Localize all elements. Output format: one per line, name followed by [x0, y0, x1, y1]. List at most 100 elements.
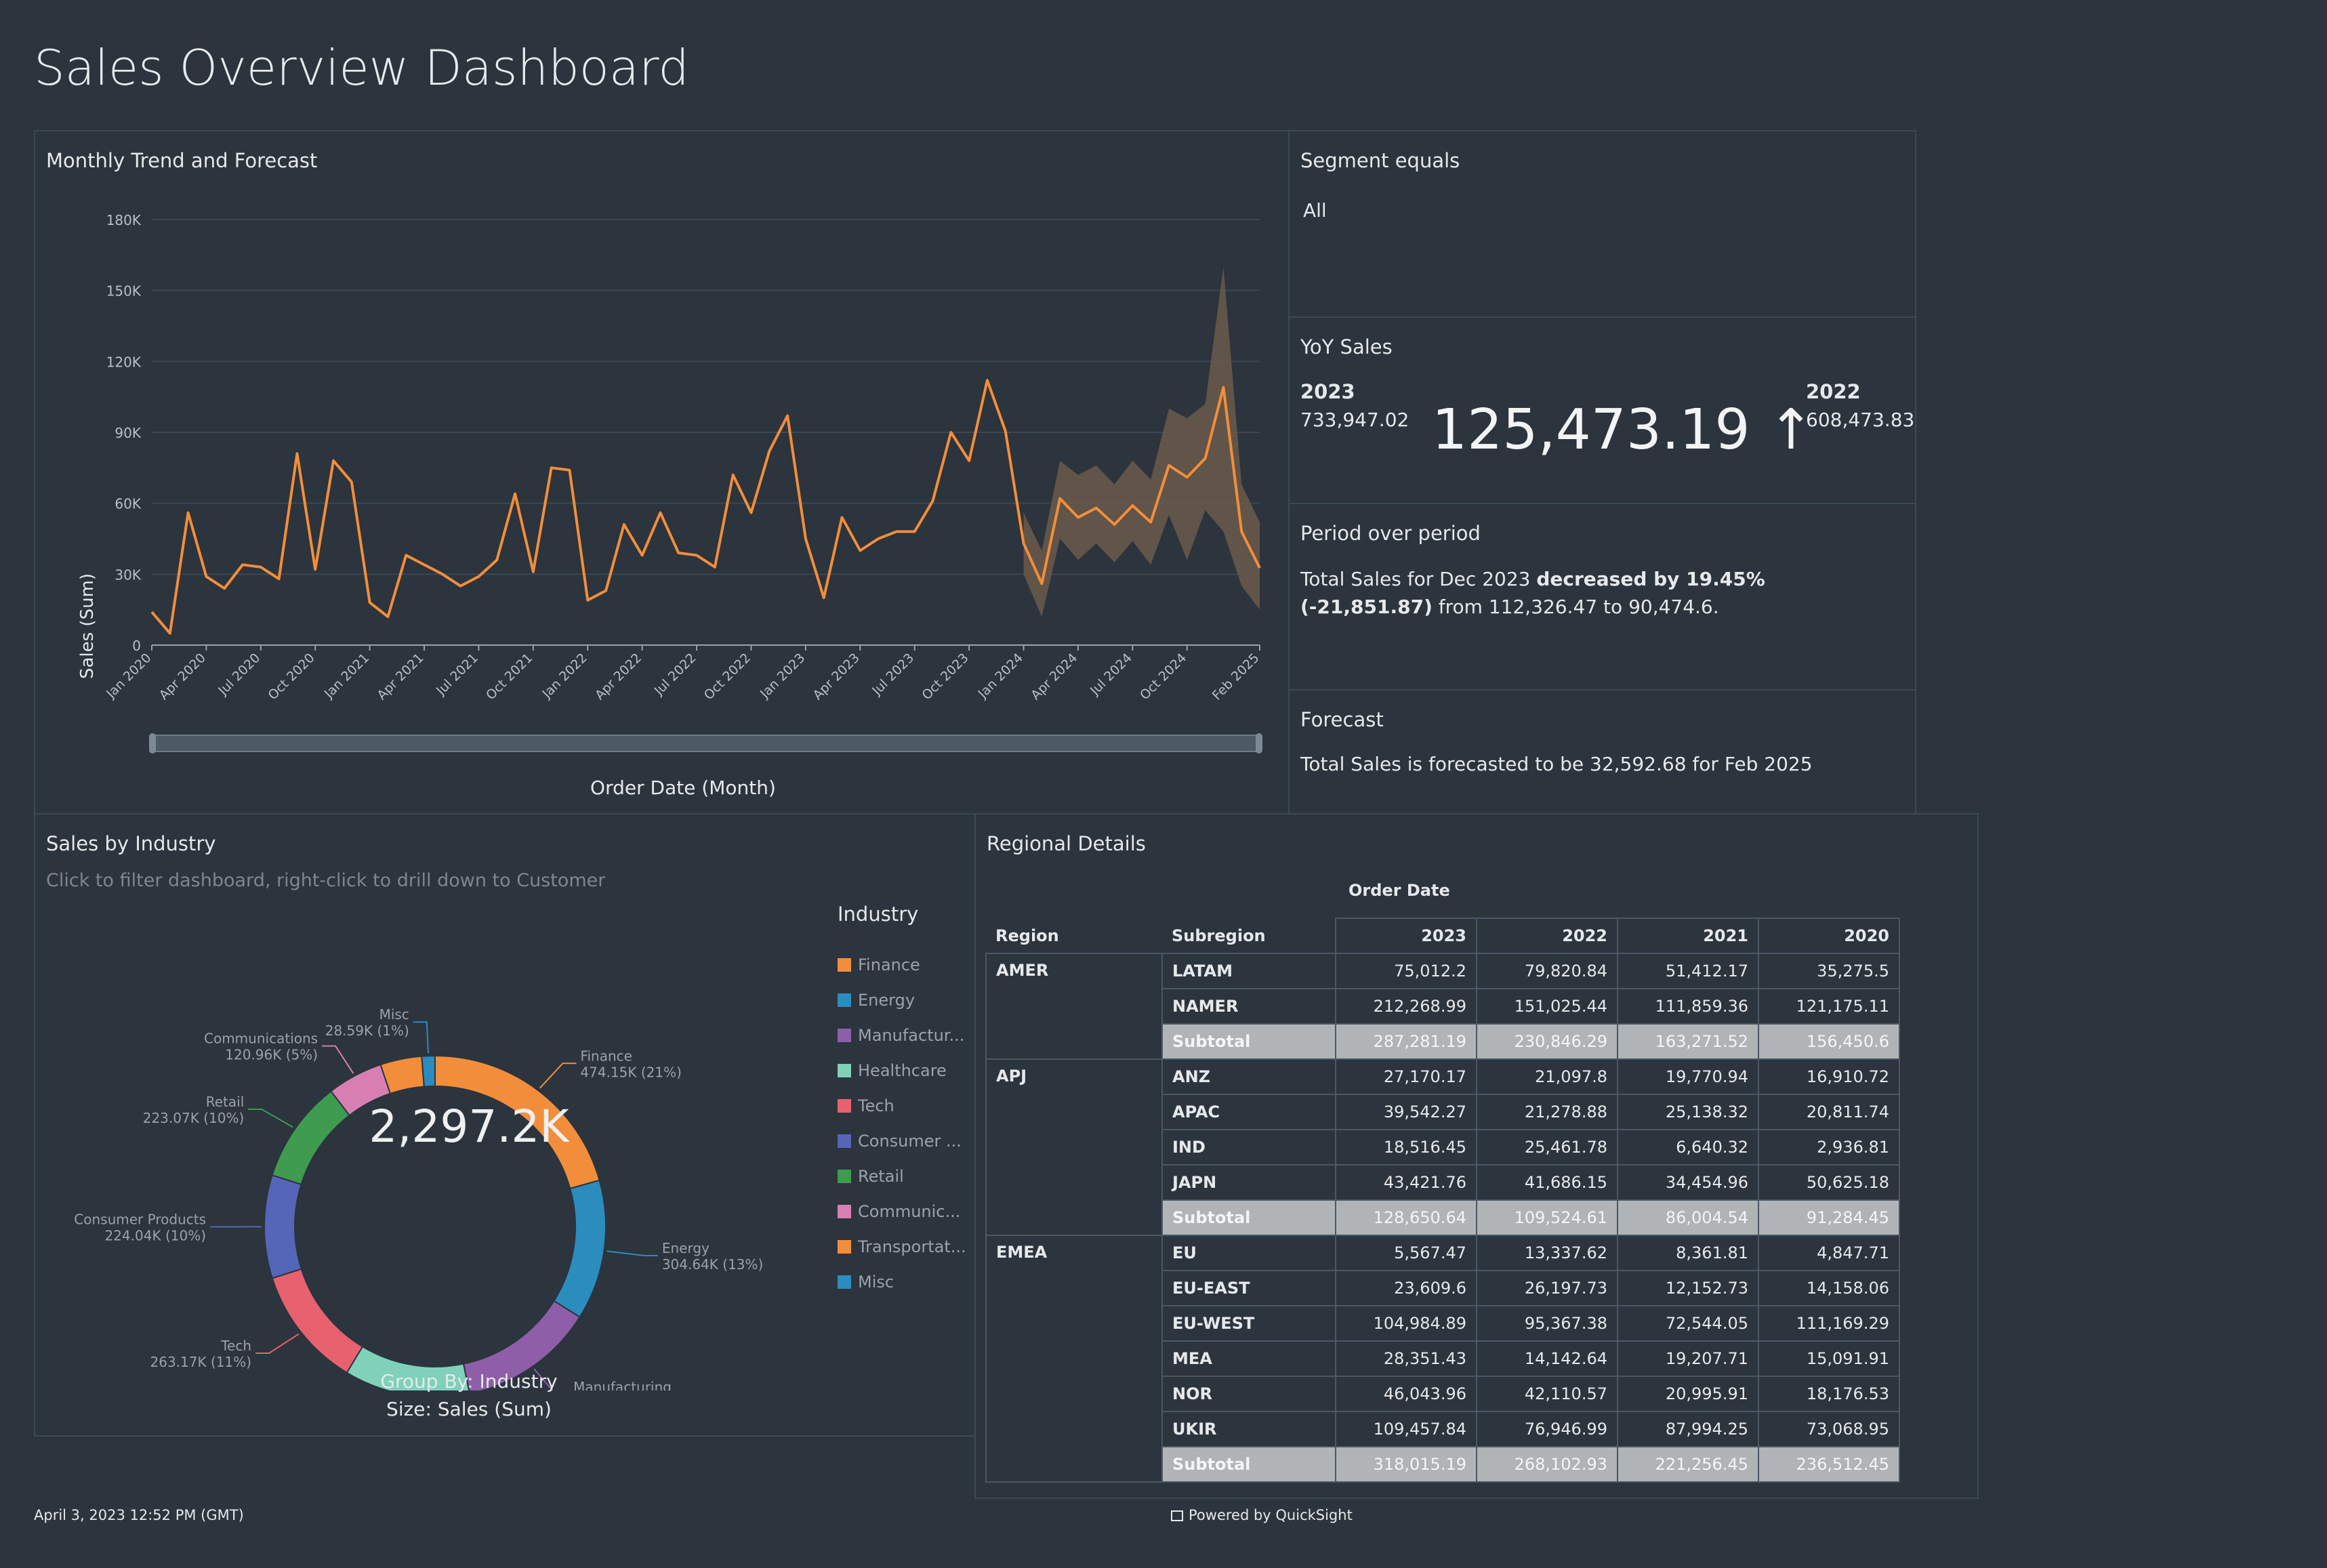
value-cell: 156,450.6: [1758, 1023, 1900, 1060]
value-cell: 20,811.74: [1758, 1094, 1900, 1130]
subregion-cell: JAPN: [1161, 1164, 1336, 1201]
col-year-2020[interactable]: 2020: [1758, 917, 1900, 954]
subregion-cell: Subtotal: [1161, 1199, 1336, 1236]
legend-label: Misc: [858, 1273, 894, 1292]
value-cell: 87,994.25: [1617, 1411, 1759, 1447]
value-cell: 8,361.81: [1617, 1235, 1759, 1271]
forecast-panel: Forecast Total Sales is forecasted to be…: [1288, 689, 1916, 814]
value-cell: 121,175.11: [1758, 988, 1900, 1025]
col-year-2023[interactable]: 2023: [1335, 917, 1477, 954]
subregion-cell: EU-EAST: [1161, 1270, 1336, 1306]
forecast-band: [1023, 266, 1260, 617]
table-row[interactable]: IND 18,516.45 25,461.78 6,640.32 2,936.81: [986, 1129, 1900, 1165]
subtotal-row[interactable]: Subtotal 287,281.19 230,846.29 163,271.52 15…: [986, 1023, 1900, 1060]
value-cell: 86,004.54: [1617, 1199, 1759, 1236]
yoy-title: YoY Sales: [1300, 335, 1393, 358]
table-row[interactable]: EU-EAST 23,609.6 26,197.73 12,152.73 14,158.…: [986, 1270, 1900, 1306]
industry-panel[interactable]: Sales by Industry Click to filter dashbo…: [34, 813, 976, 1437]
segment-title: Segment equals: [1300, 149, 1460, 172]
slice-leader-line: [255, 1333, 300, 1355]
yoy-left-value: 733,947.02: [1300, 409, 1409, 431]
order-date-header: Order Date: [1348, 881, 1450, 900]
subregion-cell: APAC: [1161, 1094, 1336, 1130]
forecast-text: Total Sales is forecasted to be 32,592.6…: [1300, 753, 1813, 775]
table-row[interactable]: NOR 46,043.96 42,110.57 20,995.91 18,176.53: [986, 1376, 1900, 1412]
legend-swatch: [838, 1099, 851, 1113]
trend-title: Monthly Trend and Forecast: [46, 149, 318, 172]
subtotal-row[interactable]: Subtotal 128,650.64 109,524.61 86,004.54 91,…: [986, 1199, 1900, 1236]
slice-label-value: 224.04K (10%): [104, 1227, 206, 1243]
col-subregion[interactable]: Subregion: [1172, 926, 1266, 945]
legend-label: Communic...: [858, 1202, 961, 1221]
slice-leader-line: [248, 1109, 293, 1128]
donut-center-value: 2,297.2K: [369, 1100, 569, 1153]
donut-slice-manufacturing[interactable]: [462, 1300, 581, 1390]
legend-label: Energy: [858, 991, 915, 1010]
value-cell: 230,846.29: [1476, 1023, 1618, 1060]
donut-slice-consumer-products[interactable]: [264, 1174, 302, 1279]
value-cell: 14,142.64: [1476, 1340, 1618, 1377]
slider-right-handle[interactable]: [1256, 733, 1262, 754]
donut-slice-energy[interactable]: [553, 1179, 606, 1319]
slice-label-value: 304.64K (13%): [662, 1256, 764, 1273]
table-row[interactable]: MEA 28,351.43 14,142.64 19,207.71 15,091.91: [986, 1340, 1900, 1377]
value-cell: 21,097.8: [1476, 1058, 1618, 1095]
x-tick-label: Jan 2020: [103, 651, 154, 701]
table-row[interactable]: JAPN 43,421.76 41,686.15 34,454.96 50,625.18: [986, 1164, 1900, 1201]
x-tick-label: Apr 2022: [592, 651, 644, 703]
slice-label-value: 263.17K (11%): [150, 1354, 252, 1370]
table-row[interactable]: UKIR 109,457.84 76,946.99 87,994.25 73,068.9…: [986, 1411, 1900, 1447]
subtotal-row[interactable]: Subtotal 318,015.19 268,102.93 221,256.45 23…: [986, 1446, 1900, 1483]
trend-panel[interactable]: Monthly Trend and Forecast 0 30K 60K 90K 120…: [34, 130, 1290, 814]
value-cell: 42,110.57: [1476, 1376, 1618, 1412]
table-row[interactable]: APAC 39,542.27 21,278.88 25,138.32 20,811.74: [986, 1094, 1900, 1130]
subregion-cell: EU: [1161, 1235, 1336, 1271]
subregion-cell: NAMER: [1161, 988, 1336, 1025]
y-tick-label: 150K: [106, 283, 142, 300]
value-cell: 76,946.99: [1476, 1411, 1618, 1447]
value-cell: 95,367.38: [1476, 1305, 1618, 1342]
value-cell: 2,936.81: [1758, 1129, 1900, 1165]
table-row[interactable]: EU-WEST 104,984.89 95,367.38 72,544.05 111,1…: [986, 1305, 1900, 1342]
value-cell: 16,910.72: [1758, 1058, 1900, 1095]
segment-dropdown[interactable]: All: [1303, 199, 1327, 222]
legend-label: Consumer ...: [858, 1132, 962, 1151]
value-cell: 46,043.96: [1335, 1376, 1477, 1412]
slice-leader-line: [322, 1045, 354, 1074]
value-cell: 26,197.73: [1476, 1270, 1618, 1306]
x-tick-label: Feb 2025: [1210, 651, 1262, 703]
x-tick-label: Apr 2023: [810, 651, 863, 703]
legend-swatch: [838, 1029, 851, 1042]
x-tick-label: Apr 2024: [1028, 651, 1080, 703]
x-tick-label: Jul 2024: [1087, 651, 1135, 699]
subregion-cell: LATAM: [1161, 953, 1336, 989]
slice-leader-line: [606, 1250, 658, 1256]
table-row[interactable]: APJ ANZ 27,170.17 21,097.8 19,770.94 16,910.7…: [985, 1058, 1900, 1236]
x-tick-label: Jan 2024: [975, 651, 1026, 701]
value-cell: 221,256.45: [1617, 1446, 1759, 1483]
value-cell: 19,770.94: [1617, 1058, 1759, 1095]
slice-label-name: Communications: [204, 1031, 318, 1047]
donut-slice-tech[interactable]: [271, 1268, 364, 1374]
table-header-row: Region Subregion 2023 2022 2021 2020: [986, 917, 1900, 954]
x-tick-label: Oct 2022: [701, 651, 754, 703]
col-region[interactable]: Region: [995, 926, 1059, 945]
subregion-cell: UKIR: [1161, 1411, 1336, 1447]
col-year-2021[interactable]: 2021: [1617, 917, 1759, 954]
table-row[interactable]: EMEA EU 5,567.47 13,337.62 8,361.81 4,847.71: [985, 1235, 1900, 1483]
table-row[interactable]: NAMER 212,268.99 151,025.44 111,859.36 121,1…: [986, 988, 1900, 1025]
donut-slice-misc[interactable]: [421, 1054, 436, 1088]
sales-line: [150, 379, 1261, 635]
powered-by[interactable]: Powered by QuickSight: [1171, 1507, 1353, 1523]
slider-left-handle[interactable]: [149, 733, 156, 754]
table-row[interactable]: AMER LATAM 75,012.2 79,820.84 51,412.17 35,27…: [985, 953, 1900, 1060]
col-year-2022[interactable]: 2022: [1476, 917, 1618, 954]
value-cell: 20,995.91: [1617, 1376, 1759, 1412]
legend-label: Healthcare: [858, 1061, 947, 1080]
date-range-slider[interactable]: [149, 733, 1262, 754]
value-cell: 18,516.45: [1335, 1129, 1477, 1165]
legend-swatch: [838, 1064, 851, 1077]
x-tick-label: Jul 2022: [651, 651, 699, 699]
